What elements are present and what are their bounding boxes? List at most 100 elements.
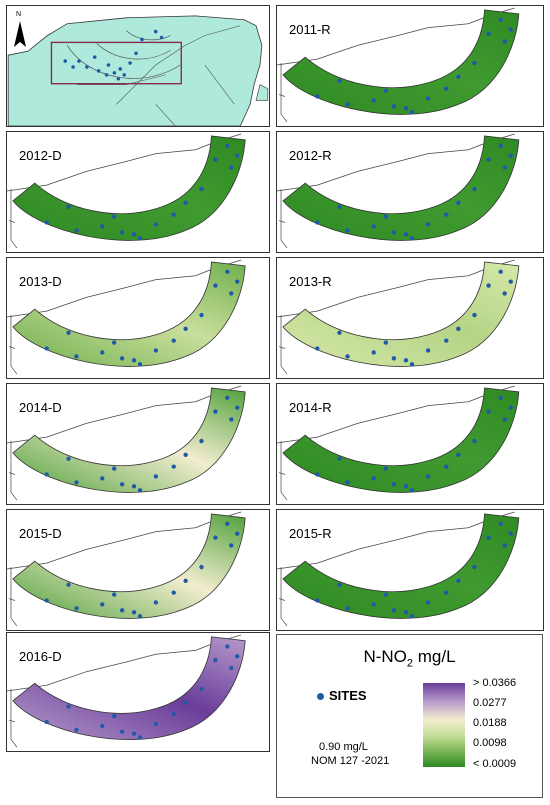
site-marker [100, 602, 105, 607]
site-marker [74, 228, 79, 233]
site-marker [229, 291, 234, 296]
site-marker [153, 474, 159, 479]
site-marker [100, 224, 105, 229]
panel-label: 2013-D [19, 274, 62, 289]
site-marker [444, 338, 449, 343]
site-marker [119, 230, 125, 235]
panel-label: 2014-R [289, 400, 332, 415]
site-marker [345, 228, 350, 233]
site-marker [111, 466, 117, 471]
site-marker [199, 312, 204, 318]
site-marker [472, 60, 477, 66]
site-marker [131, 484, 137, 489]
site-marker [225, 143, 230, 148]
site-marker [391, 482, 397, 487]
site-marker [403, 610, 409, 615]
site-marker [502, 39, 507, 44]
site-marker [409, 362, 415, 367]
panel-label: 2013-R [289, 274, 332, 289]
site-marker [100, 350, 105, 355]
site-marker [403, 358, 409, 363]
site-marker [371, 224, 376, 229]
site-marker [444, 464, 449, 469]
site-marker [44, 472, 49, 477]
site-marker [371, 98, 376, 103]
site-marker [153, 222, 159, 227]
site-marker [409, 236, 415, 241]
site-marker [183, 326, 188, 331]
site-marker [444, 86, 449, 91]
map-panel-2014-D: 2014-D [6, 383, 270, 505]
arc-map [7, 259, 246, 375]
site-marker [391, 356, 397, 361]
site-marker [137, 614, 143, 619]
site-marker [486, 283, 491, 288]
site-marker [337, 582, 342, 587]
legend-nom-standard: NOM 127 -2021 [311, 755, 390, 767]
site-marker [371, 350, 376, 355]
site-marker [213, 409, 218, 414]
site-marker [345, 354, 350, 359]
site-marker [456, 200, 461, 205]
site-marker [229, 165, 234, 170]
overview-map-panel: N [6, 5, 270, 127]
site-marker [111, 592, 117, 597]
site-marker [66, 204, 71, 209]
legend-tick-0: > 0.0366 [473, 677, 517, 689]
site-marker [119, 729, 125, 734]
legend-sites-label: SITES [329, 688, 367, 703]
site-marker [315, 598, 320, 603]
arc-map [277, 511, 520, 627]
panel-label: 2015-R [289, 526, 332, 541]
site-marker [66, 330, 71, 335]
site-marker [153, 600, 159, 605]
map-panel-2012-R: 2012-R [276, 131, 544, 253]
site-marker [498, 17, 503, 22]
legend-nom-value: 0.90 mg/L [319, 741, 368, 753]
site-marker [498, 143, 503, 148]
site-marker [425, 474, 431, 479]
north-arrow-label: N [16, 11, 22, 18]
site-marker [391, 104, 397, 109]
site-marker [171, 212, 176, 217]
site-marker [345, 606, 350, 611]
site-marker [131, 232, 137, 237]
site-marker [213, 283, 218, 288]
site-marker [225, 644, 230, 649]
legend-tick-4: < 0.0009 [473, 758, 517, 770]
site-marker [183, 452, 188, 457]
arc-map [277, 7, 520, 123]
site-marker [409, 110, 415, 115]
site-marker [74, 606, 79, 611]
site-marker [100, 476, 105, 481]
site-marker [383, 88, 389, 93]
site-marker [371, 602, 376, 607]
site-marker [383, 592, 389, 597]
site-marker-icon [317, 693, 324, 700]
site-marker [44, 220, 49, 225]
site-marker [337, 456, 342, 461]
arc-map [7, 133, 246, 249]
site-marker [213, 535, 218, 540]
site-marker [229, 417, 234, 422]
site-marker [337, 204, 342, 209]
site-marker [456, 578, 461, 583]
site-marker [131, 610, 137, 615]
site-marker [183, 700, 188, 705]
arc-map [7, 385, 246, 501]
site-marker [315, 220, 320, 225]
site-marker [425, 222, 431, 227]
site-marker [486, 157, 491, 162]
map-panel-2015-D: 2015-D [6, 509, 270, 631]
arc-map [7, 511, 246, 627]
site-marker [425, 600, 431, 605]
site-marker [137, 735, 143, 740]
site-marker [199, 186, 204, 192]
site-marker [137, 236, 143, 241]
north-arrow-icon [14, 21, 26, 47]
arc-map [277, 133, 520, 249]
site-marker [119, 356, 125, 361]
site-marker [391, 608, 397, 613]
site-marker [472, 564, 477, 570]
site-marker [486, 535, 491, 540]
